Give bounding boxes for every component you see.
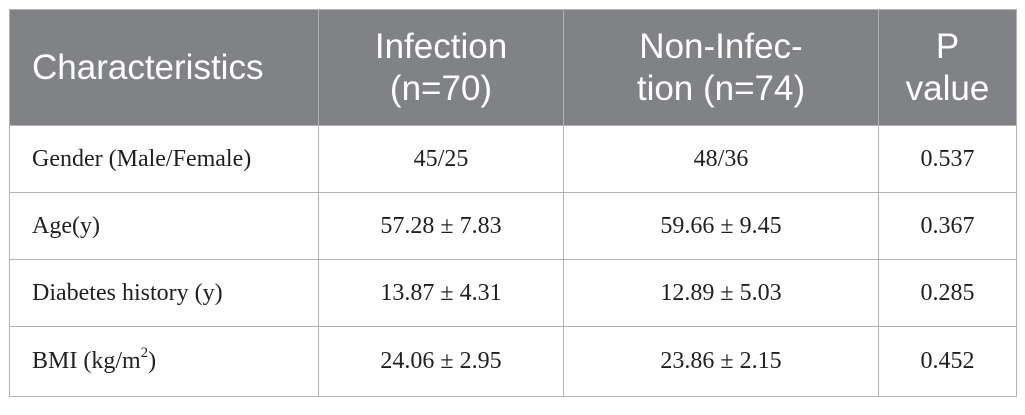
infection-cell: 24.06 ± 2.95 xyxy=(318,326,564,397)
non-infection-cell: 48/36 xyxy=(563,125,879,193)
row-label: Diabetes history (y) xyxy=(9,259,319,327)
row-label-tail: ) xyxy=(148,348,157,374)
row-label: Gender (Male/Female) xyxy=(9,125,319,193)
row-label: BMI (kg/m2) xyxy=(9,326,319,397)
table-row: Diabetes history (y) 13.87 ± 4.31 12.89 … xyxy=(9,259,1017,327)
header-text: (n=70) xyxy=(389,68,493,108)
infection-cell: 13.87 ± 4.31 xyxy=(318,259,564,327)
p-value-cell: 0.367 xyxy=(878,192,1017,260)
row-label-main: BMI (kg/m xyxy=(32,348,141,374)
non-infection-cell: 12.89 ± 5.03 xyxy=(563,259,879,327)
p-value-cell: 0.285 xyxy=(878,259,1017,327)
header-row: Characteristics Infection (n=70) Non-Inf… xyxy=(9,9,1017,126)
infection-cell: 57.28 ± 7.83 xyxy=(318,192,564,260)
row-label-superscript: 2 xyxy=(140,345,149,361)
header-text: value xyxy=(905,68,990,108)
table-row: Gender (Male/Female) 45/25 48/36 0.537 xyxy=(9,125,1017,193)
header-text: P xyxy=(935,26,960,66)
p-value-cell: 0.537 xyxy=(878,125,1017,193)
header-text: Infection xyxy=(374,26,508,66)
header-characteristics: Characteristics xyxy=(9,9,319,126)
p-value-cell: 0.452 xyxy=(878,326,1017,397)
header-text: Characteristics xyxy=(32,47,264,87)
non-infection-cell: 59.66 ± 9.45 xyxy=(563,192,879,260)
non-infection-cell: 23.86 ± 2.15 xyxy=(563,326,879,397)
table-body: Gender (Male/Female) 45/25 48/36 0.537 A… xyxy=(9,125,1017,397)
header-non-infection: Non-Infec- tion (n=74) xyxy=(563,9,879,126)
row-label: Age(y) xyxy=(9,192,319,260)
characteristics-table: Characteristics Infection (n=70) Non-Inf… xyxy=(9,9,1017,397)
table-row: BMI (kg/m2) 24.06 ± 2.95 23.86 ± 2.15 0.… xyxy=(9,326,1017,397)
header-p-value: P value xyxy=(878,9,1017,126)
table-row: Age(y) 57.28 ± 7.83 59.66 ± 9.45 0.367 xyxy=(9,192,1017,260)
table-header: Characteristics Infection (n=70) Non-Inf… xyxy=(9,9,1017,126)
infection-cell: 45/25 xyxy=(318,125,564,193)
header-infection: Infection (n=70) xyxy=(318,9,564,126)
header-text: Non-Infec- xyxy=(639,26,803,66)
header-text: tion (n=74) xyxy=(636,68,806,108)
